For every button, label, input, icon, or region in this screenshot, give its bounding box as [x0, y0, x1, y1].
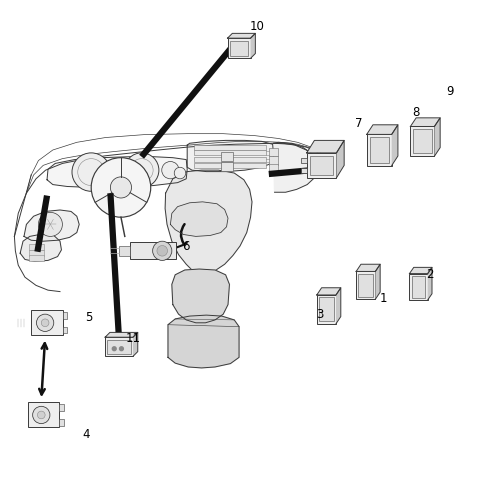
Circle shape — [124, 153, 159, 187]
Text: 1: 1 — [379, 292, 387, 306]
Circle shape — [120, 347, 123, 351]
Bar — [32, 310, 62, 335]
Bar — [301, 168, 307, 173]
Bar — [269, 164, 278, 173]
Text: 8: 8 — [412, 106, 419, 119]
Polygon shape — [172, 269, 229, 323]
Bar — [119, 246, 130, 256]
Text: 4: 4 — [83, 428, 90, 441]
Polygon shape — [165, 170, 252, 273]
Circle shape — [153, 241, 172, 260]
Circle shape — [37, 411, 45, 419]
Bar — [194, 157, 266, 162]
Bar — [59, 404, 63, 411]
Bar — [301, 157, 307, 163]
Bar — [108, 339, 131, 354]
Polygon shape — [24, 210, 79, 241]
Bar — [105, 337, 133, 356]
Polygon shape — [105, 333, 138, 337]
Bar — [29, 244, 44, 250]
Bar — [410, 126, 434, 156]
Polygon shape — [367, 125, 398, 134]
Bar — [319, 297, 334, 321]
Bar — [194, 163, 266, 168]
Polygon shape — [168, 315, 239, 368]
Bar — [317, 295, 336, 324]
Bar — [367, 134, 392, 166]
Bar — [194, 151, 266, 155]
Circle shape — [174, 167, 186, 179]
Bar — [356, 272, 375, 299]
Circle shape — [91, 157, 151, 217]
Circle shape — [162, 161, 179, 179]
Polygon shape — [170, 202, 228, 236]
Bar — [409, 274, 428, 300]
Polygon shape — [20, 234, 61, 261]
Circle shape — [38, 213, 62, 236]
Polygon shape — [336, 288, 341, 324]
Text: 3: 3 — [316, 308, 323, 321]
Polygon shape — [375, 264, 380, 299]
Bar — [310, 156, 334, 175]
Circle shape — [157, 246, 168, 256]
Bar — [130, 242, 176, 259]
Circle shape — [72, 153, 110, 191]
Bar — [359, 274, 373, 297]
Bar — [62, 312, 67, 319]
Bar — [29, 250, 44, 256]
Polygon shape — [228, 33, 255, 38]
Bar — [230, 40, 248, 56]
Bar — [269, 156, 278, 165]
Bar — [370, 137, 389, 162]
Circle shape — [110, 177, 132, 198]
Polygon shape — [133, 333, 138, 356]
Bar — [228, 38, 251, 59]
Text: 11: 11 — [126, 332, 141, 345]
Bar — [221, 152, 233, 160]
Text: 6: 6 — [182, 241, 190, 253]
Circle shape — [41, 319, 49, 327]
Text: 9: 9 — [446, 85, 454, 98]
Text: 10: 10 — [250, 20, 264, 32]
Circle shape — [36, 314, 54, 332]
Circle shape — [112, 347, 116, 351]
Polygon shape — [336, 140, 344, 178]
Bar — [29, 255, 44, 261]
Bar — [221, 162, 233, 171]
Bar — [27, 402, 59, 428]
Polygon shape — [392, 125, 398, 166]
Polygon shape — [47, 157, 187, 187]
Circle shape — [33, 406, 50, 424]
Polygon shape — [317, 288, 341, 295]
Bar — [412, 276, 425, 298]
Polygon shape — [307, 140, 344, 153]
Text: 2: 2 — [426, 268, 434, 281]
Polygon shape — [274, 142, 317, 192]
Bar — [59, 419, 63, 426]
Bar — [194, 145, 266, 150]
Polygon shape — [356, 264, 380, 272]
Polygon shape — [410, 118, 440, 126]
Bar — [413, 129, 432, 154]
Polygon shape — [187, 140, 274, 172]
Text: 7: 7 — [355, 117, 363, 130]
Polygon shape — [428, 267, 432, 300]
Bar — [62, 327, 67, 334]
Bar — [269, 148, 278, 156]
Text: 5: 5 — [85, 310, 93, 324]
Polygon shape — [409, 267, 432, 274]
Polygon shape — [251, 33, 255, 59]
Polygon shape — [434, 118, 440, 156]
Bar — [307, 153, 336, 178]
